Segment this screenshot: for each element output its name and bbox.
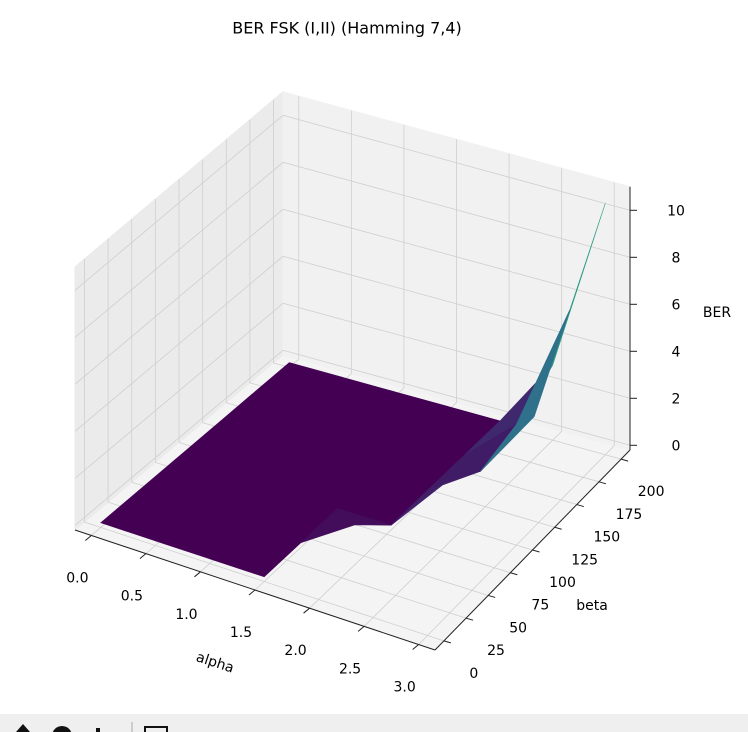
z-tick-label: 10 — [667, 203, 685, 219]
x-axis — [74, 529, 436, 651]
x-tick — [412, 644, 419, 650]
z-tick-label: 6 — [672, 297, 681, 313]
axes: 0.00.51.01.52.02.53.00255075100125150175… — [66, 186, 685, 696]
surface-face — [209, 525, 302, 578]
x-tick-label: 0.5 — [121, 589, 143, 605]
surface-face — [390, 470, 481, 526]
surface-face — [300, 508, 392, 543]
grid-line — [74, 114, 284, 291]
y-tick-label: 25 — [487, 643, 505, 659]
x-tick-label: 3.0 — [394, 680, 416, 696]
toolbar-background — [0, 714, 748, 732]
grid-line — [84, 521, 444, 642]
grid-line — [74, 349, 284, 526]
y-axis — [434, 449, 631, 651]
y-tick — [620, 458, 629, 462]
grid-line — [282, 114, 631, 211]
z-tick-label: 2 — [672, 391, 681, 407]
x-tick — [357, 625, 365, 632]
y-tick-label: 0 — [469, 666, 478, 682]
y-tick-label: 150 — [593, 530, 620, 546]
x-tick-label: 0.0 — [66, 570, 88, 586]
y-tick — [510, 572, 518, 576]
grid-line — [282, 161, 631, 258]
x-tick — [248, 589, 256, 596]
x-axis-label: alpha — [194, 649, 236, 676]
surface — [100, 203, 606, 578]
z-axis-label: BER — [703, 305, 731, 321]
grid-line — [74, 302, 284, 479]
grid-line — [282, 349, 631, 446]
chart-title: BER FSK (I,II) (Hamming 7,4) — [232, 19, 462, 38]
grid-line — [282, 302, 631, 399]
toolbar — [0, 714, 748, 732]
x-tick — [194, 571, 201, 578]
grid-line — [282, 208, 631, 305]
x-tick — [85, 535, 92, 541]
y-axis-label: beta — [576, 598, 608, 614]
nav-button[interactable] — [52, 726, 72, 732]
y-tick — [576, 504, 584, 508]
y-tick — [554, 526, 562, 530]
z-tick-label: 0 — [672, 438, 681, 454]
grid-line — [282, 255, 631, 352]
y-tick-label: 100 — [549, 575, 576, 591]
x-tick — [303, 607, 310, 614]
y-tick-label: 200 — [638, 484, 665, 500]
x-tick-label: 1.5 — [230, 625, 252, 641]
zoom-button[interactable] — [96, 728, 100, 732]
y-tick-label: 50 — [509, 620, 527, 636]
home-button[interactable] — [16, 724, 30, 732]
y-tick-label: 125 — [571, 552, 598, 568]
surface-face — [480, 309, 571, 472]
y-tick-label: 75 — [531, 598, 549, 614]
y-tick — [532, 549, 540, 553]
y-tick — [465, 617, 474, 621]
grid-line — [74, 255, 284, 432]
grid-line — [74, 208, 284, 385]
z-tick-label: 4 — [672, 344, 681, 360]
y-tick — [598, 481, 607, 485]
y-tick — [488, 594, 496, 598]
grid-line — [74, 161, 284, 338]
z-tick-label: 8 — [672, 250, 681, 266]
x-tick-label: 2.0 — [284, 643, 306, 659]
x-tick — [139, 553, 147, 560]
x-tick-label: 1.0 — [175, 607, 197, 623]
y-tick-label: 175 — [616, 507, 643, 523]
y-tick — [443, 640, 452, 644]
x-tick-label: 2.5 — [339, 661, 361, 677]
save-button[interactable] — [144, 726, 168, 732]
